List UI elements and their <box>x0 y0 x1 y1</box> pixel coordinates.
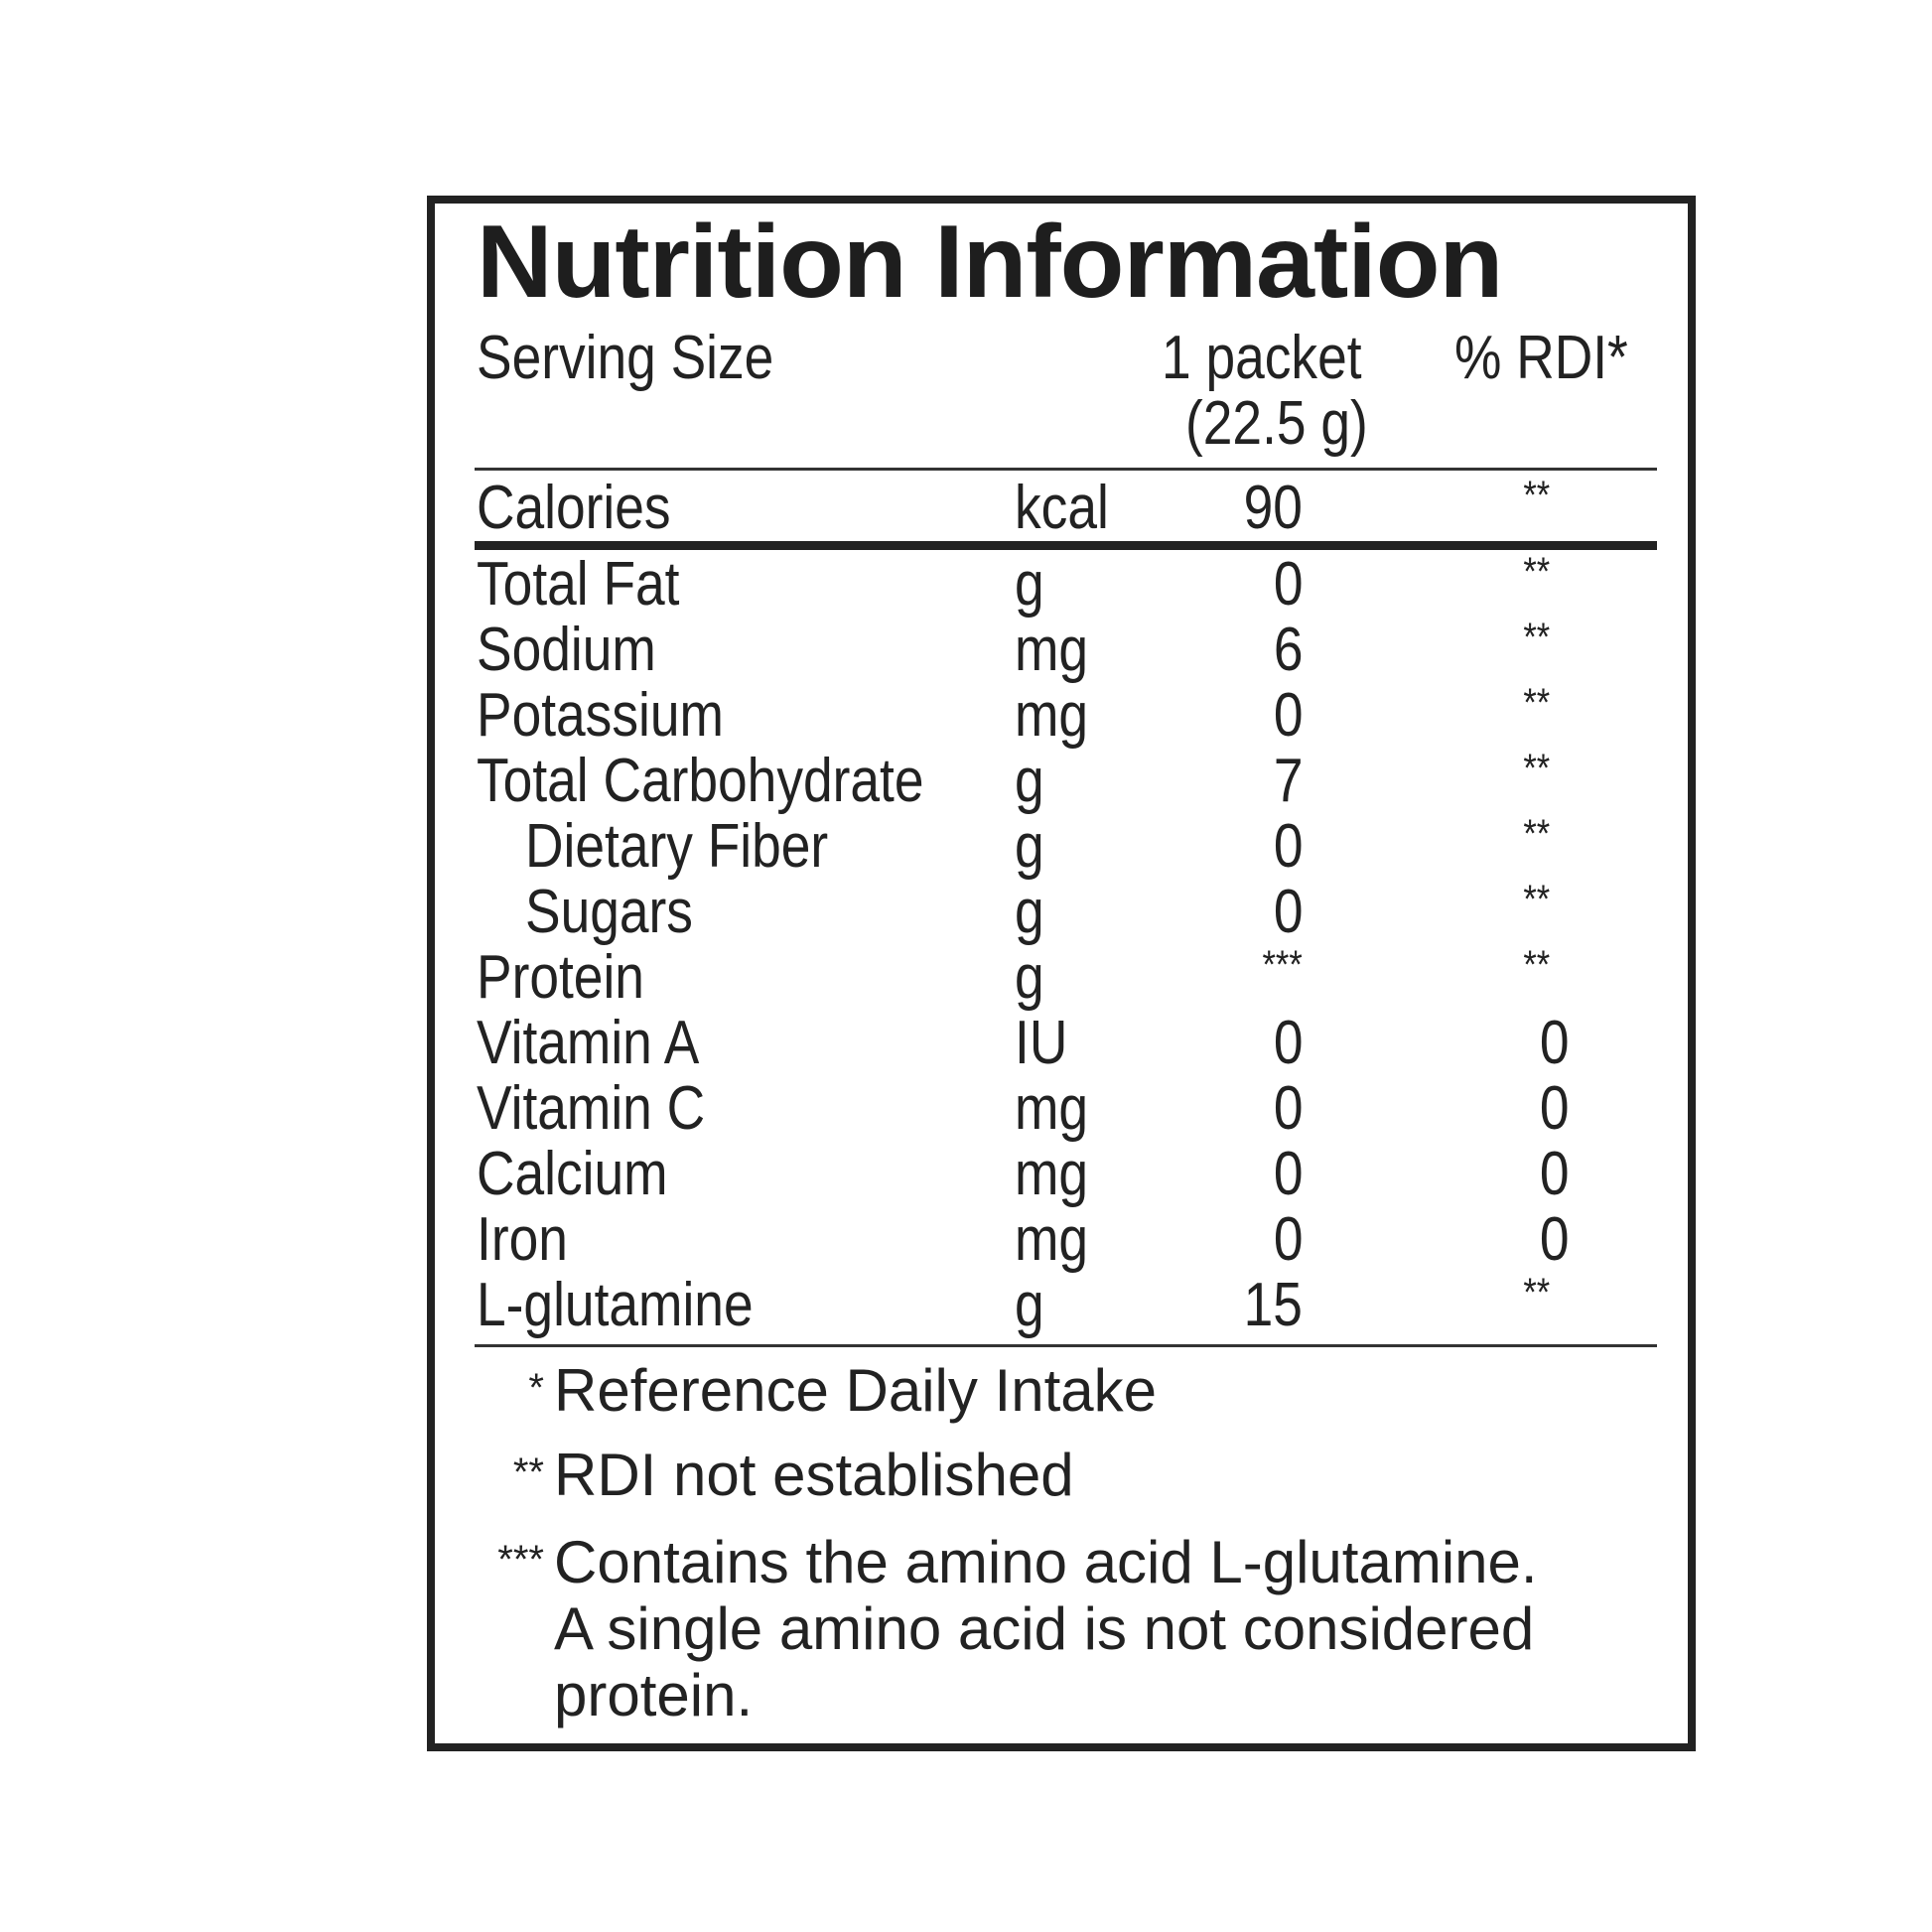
footnote-mark: * <box>528 1366 544 1410</box>
nutrient-rdi: ** <box>1523 878 1550 921</box>
nutrition-panel <box>427 196 1696 1751</box>
nutrient-unit: mg <box>1015 1205 1089 1274</box>
footnote-text: Contains the amino acid L-glutamine. <box>554 1529 1538 1595</box>
nutrient-rdi: ** <box>1523 812 1550 856</box>
nutrient-unit: mg <box>1015 616 1089 684</box>
footnote-mark: ** <box>512 1450 544 1494</box>
nutrient-name: Calcium <box>477 1140 668 1208</box>
rdi-header: % RDI* <box>1454 324 1628 392</box>
nutrient-rdi: ** <box>1523 681 1550 725</box>
serving-size-label: Serving Size <box>477 324 774 392</box>
nutrient-row: Protein g *** ** <box>0 945 1932 1011</box>
footnote-mark: *** <box>497 1538 544 1582</box>
footnote-text: RDI not established <box>554 1442 1074 1508</box>
nutrient-rdi: 0 <box>1539 1074 1569 1143</box>
nutrient-amount: 0 <box>1273 1009 1303 1077</box>
nutrient-rdi: ** <box>1523 616 1550 659</box>
nutrient-amount: 0 <box>1273 1140 1303 1208</box>
nutrient-unit: g <box>1015 812 1044 881</box>
nutrient-rdi: 0 <box>1539 1140 1569 1208</box>
nutrient-unit: IU <box>1015 1009 1068 1077</box>
nutrient-unit: g <box>1015 878 1044 946</box>
nutrient-unit: g <box>1015 550 1044 619</box>
nutrient-unit: g <box>1015 943 1044 1012</box>
nutrient-name: Vitamin C <box>477 1074 706 1143</box>
nutrient-unit: g <box>1015 1271 1044 1339</box>
nutrient-name: Sodium <box>477 616 656 684</box>
nutrient-name: Iron <box>477 1205 568 1274</box>
nutrient-unit: mg <box>1015 1140 1089 1208</box>
nutrient-row: Vitamin C mg 0 0 <box>0 1076 1932 1142</box>
nutrient-unit: mg <box>1015 1074 1089 1143</box>
nutrient-amount: 0 <box>1273 1205 1303 1274</box>
nutrient-amount: 7 <box>1273 747 1303 815</box>
nutrient-row: Calcium mg 0 0 <box>0 1142 1932 1207</box>
footnote-text: A single amino acid is not considered <box>554 1595 1535 1662</box>
divider-thin <box>475 468 1657 471</box>
nutrient-unit: kcal <box>1015 474 1109 542</box>
nutrient-rdi: ** <box>1523 474 1550 517</box>
serving-amount: 1 packet <box>1162 324 1362 392</box>
nutrient-row: Iron mg 0 0 <box>0 1207 1932 1273</box>
divider-bottom <box>475 1344 1657 1347</box>
nutrient-rdi: ** <box>1523 943 1550 987</box>
nutrient-rdi: ** <box>1523 747 1550 790</box>
nutrient-name: Protein <box>477 943 644 1012</box>
nutrient-name: Vitamin A <box>477 1009 700 1077</box>
nutrient-unit: g <box>1015 747 1044 815</box>
nutrient-row: Sodium mg 6 ** <box>0 618 1932 683</box>
serving-weight: (22.5 g) <box>1185 389 1368 458</box>
nutrient-name: Total Carbohydrate <box>477 747 924 815</box>
nutrient-name: Dietary Fiber <box>525 812 829 881</box>
nutrient-row: Potassium mg 0 ** <box>0 683 1932 749</box>
nutrient-row: Dietary Fiber g 0 ** <box>0 814 1932 880</box>
nutrient-name: L-glutamine <box>477 1271 754 1339</box>
nutrient-amount: *** <box>1262 943 1303 987</box>
nutrient-name: Calories <box>477 474 671 542</box>
nutrient-amount: 0 <box>1273 878 1303 946</box>
nutrient-row: Total Fat g 0 ** <box>0 552 1932 618</box>
nutrient-unit: mg <box>1015 681 1089 750</box>
nutrient-name: Potassium <box>477 681 724 750</box>
nutrient-row: Sugars g 0 ** <box>0 880 1932 945</box>
nutrient-name: Total Fat <box>477 550 680 619</box>
nutrient-amount: 15 <box>1243 1271 1303 1339</box>
nutrient-amount: 0 <box>1273 1074 1303 1143</box>
nutrient-rdi: 0 <box>1539 1205 1569 1274</box>
footnote-text: protein. <box>554 1662 754 1728</box>
nutrient-rdi: ** <box>1523 550 1550 594</box>
nutrient-row: Vitamin A IU 0 0 <box>0 1011 1932 1076</box>
panel-title: Nutrition Information <box>477 205 1503 320</box>
nutrient-amount: 6 <box>1273 616 1303 684</box>
nutrient-name: Sugars <box>525 878 693 946</box>
footnote-text: Reference Daily Intake <box>554 1357 1157 1424</box>
nutrient-amount: 90 <box>1243 474 1303 542</box>
nutrient-row: Calories kcal 90 ** <box>0 476 1932 541</box>
divider-thick <box>475 541 1657 550</box>
nutrient-amount: 0 <box>1273 681 1303 750</box>
nutrient-amount: 0 <box>1273 550 1303 619</box>
nutrient-rdi: ** <box>1523 1271 1550 1314</box>
nutrient-amount: 0 <box>1273 812 1303 881</box>
nutrient-row: Total Carbohydrate g 7 ** <box>0 749 1932 814</box>
nutrient-rdi: 0 <box>1539 1009 1569 1077</box>
nutrient-row: L-glutamine g 15 ** <box>0 1273 1932 1338</box>
